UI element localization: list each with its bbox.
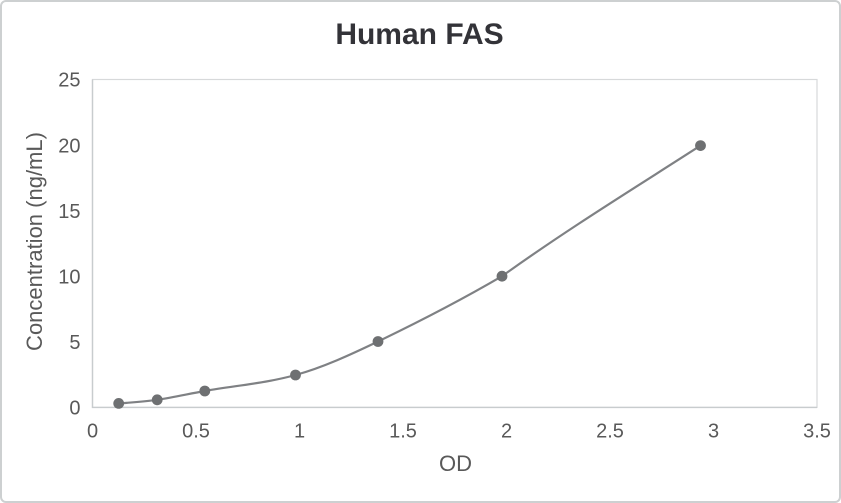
svg-text:10: 10 (58, 266, 80, 288)
svg-text:1.5: 1.5 (389, 421, 417, 443)
svg-text:1: 1 (294, 421, 305, 443)
svg-text:3.5: 3.5 (803, 421, 831, 443)
svg-text:0: 0 (87, 421, 98, 443)
svg-text:0: 0 (69, 398, 80, 420)
svg-text:Concentration (ng/mL): Concentration (ng/mL) (22, 132, 47, 351)
svg-text:0.5: 0.5 (182, 421, 210, 443)
svg-text:3: 3 (708, 421, 719, 443)
svg-text:2: 2 (501, 421, 512, 443)
svg-text:25: 25 (58, 70, 80, 92)
svg-text:OD: OD (439, 451, 472, 476)
svg-text:Human FAS: Human FAS (335, 18, 503, 51)
svg-text:20: 20 (58, 135, 80, 157)
svg-text:2.5: 2.5 (596, 421, 624, 443)
svg-text:5: 5 (69, 332, 80, 354)
svg-text:15: 15 (58, 201, 80, 223)
